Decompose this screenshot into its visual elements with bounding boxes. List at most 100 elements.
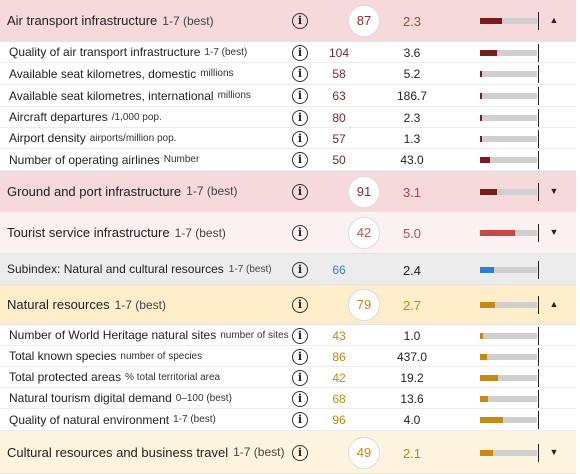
- row-unit: millions: [217, 90, 251, 101]
- row-label-text: Total protected areas: [9, 370, 122, 384]
- row-label-text: Natural resources: [7, 297, 110, 312]
- rank-value: 66: [332, 262, 346, 277]
- info-icon[interactable]: i: [292, 390, 308, 407]
- score-bar: [480, 417, 537, 423]
- row-label: Available seat kilometres, international…: [9, 85, 251, 106]
- benchmark-line: [538, 224, 539, 242]
- row-unit: 1-7 (best): [174, 225, 226, 240]
- info-icon[interactable]: i: [292, 152, 308, 168]
- rank-value: 42: [348, 217, 380, 249]
- row-label-text: Natural tourism digital demand: [9, 391, 172, 405]
- section-row-tourist-service-infrastructure[interactable]: Tourist service infrastructure 1-7 (best)…: [0, 212, 576, 254]
- indicator-row-total-protected-areas: Total protected areas% total territorial…: [0, 367, 576, 388]
- rank-value: 80: [332, 110, 346, 125]
- row-unit: % total territorial area: [125, 371, 221, 383]
- rank-value: 49: [348, 436, 380, 469]
- rank-value: 91: [348, 175, 380, 208]
- row-unit: number of species: [120, 350, 203, 362]
- info-icon[interactable]: i: [292, 44, 308, 61]
- score-bar: [480, 188, 537, 195]
- score-value: 2.3: [403, 110, 421, 125]
- indicator-row-airport-density: Airport density airports/million pop. i 57 1…: [0, 128, 576, 149]
- section-row-air-transport-infrastructure[interactable]: Air transport infrastructure 1-7 (best) i 8…: [0, 0, 576, 42]
- score-bar-fill: [480, 157, 490, 163]
- row-label: Number of operating airlines Number: [9, 149, 199, 170]
- info-icon[interactable]: i: [292, 412, 308, 428]
- score-bar-fill: [480, 395, 488, 402]
- score-value: 2.7: [402, 298, 422, 313]
- indicator-row-number-of-world-heritage-natural-sites: Number of World Heritage natural sites nu…: [0, 325, 576, 346]
- row-label: Natural resources 1-7 (best): [7, 285, 166, 324]
- benchmark-line: [538, 151, 539, 169]
- score-value: 5.0: [402, 226, 422, 241]
- indicator-row-total-known-species: Total known species number of species i 86 4…: [0, 346, 576, 367]
- rank-value: 104: [328, 45, 350, 60]
- row-label-text: Aircraft departures: [9, 110, 108, 124]
- info-icon[interactable]: i: [292, 88, 308, 104]
- rank-value: 42: [332, 370, 346, 385]
- down-icon[interactable]: ▼: [549, 227, 559, 237]
- row-label: Quality of air transport infrastructure 1…: [9, 42, 247, 62]
- info-icon[interactable]: i: [292, 109, 308, 126]
- benchmark-line: [538, 347, 539, 366]
- info-icon[interactable]: i: [292, 66, 308, 82]
- score-value: 2.4: [402, 262, 422, 278]
- row-label: Available seat kilometres, domestic milli…: [9, 63, 234, 84]
- section-row-cultural-resources-and-business-travel[interactable]: Cultural resources and business travel 1-…: [0, 431, 576, 474]
- row-label: Total known species number of species: [9, 346, 202, 366]
- benchmark-line: [538, 326, 539, 345]
- rank-value: 87: [348, 5, 380, 37]
- row-label-text: Ground and port infrastructure: [7, 183, 182, 199]
- row-unit: 1-7 (best): [173, 414, 216, 425]
- score-bar-fill: [480, 302, 495, 308]
- down-icon[interactable]: ▼: [549, 446, 559, 457]
- info-icon[interactable]: i: [292, 369, 308, 386]
- info-icon[interactable]: i: [292, 444, 308, 461]
- benchmark-line: [538, 108, 539, 127]
- row-label: Tourist service infrastructure 1-7 (best): [7, 212, 226, 253]
- rank-value: 63: [332, 89, 346, 103]
- info-icon[interactable]: i: [292, 327, 308, 344]
- score-value: 3.6: [403, 45, 421, 60]
- section-row-subindex-natural-and-cultural-resources: Subindex: Natural and cultural resources…: [0, 254, 576, 285]
- row-label-text: Available seat kilometres, domestic: [9, 66, 197, 81]
- rank-value: 50: [332, 153, 346, 167]
- score-bar-fill: [480, 114, 482, 121]
- rank-value: 58: [332, 67, 346, 81]
- benchmark-line: [538, 43, 539, 62]
- score-value: 1.0: [403, 328, 421, 343]
- score-value: 13.6: [400, 391, 424, 406]
- indicator-row-available-seat-kilometres-domestic: Available seat kilometres, domestic milli…: [0, 63, 576, 85]
- down-icon[interactable]: ▼: [549, 185, 559, 196]
- score-value: 43.0: [400, 153, 424, 167]
- benchmark-line: [538, 260, 539, 279]
- info-icon[interactable]: i: [292, 297, 308, 313]
- info-icon[interactable]: i: [292, 348, 308, 365]
- row-label: Quality of natural environment 1-7 (best): [9, 409, 216, 430]
- score-bar-fill: [480, 266, 494, 273]
- row-unit: 1-7 (best): [233, 445, 285, 459]
- info-icon[interactable]: i: [292, 261, 308, 278]
- row-label: Aircraft departures/1,000 pop.: [9, 107, 162, 127]
- score-value: 2.1: [402, 445, 422, 461]
- row-label-text: Air transport infrastructure: [7, 13, 158, 28]
- section-row-natural-resources[interactable]: Natural resources 1-7 (best) i 79 2.7 ▲: [0, 285, 576, 325]
- up-icon[interactable]: ▲: [549, 299, 559, 309]
- row-unit: 1-7 (best): [114, 297, 166, 312]
- row-unit: 0–100 (best): [175, 392, 232, 404]
- score-bar: [480, 157, 537, 163]
- info-icon[interactable]: i: [292, 225, 308, 241]
- info-icon[interactable]: i: [292, 13, 308, 29]
- score-value: 5.2: [403, 67, 421, 81]
- info-icon[interactable]: i: [292, 130, 308, 147]
- benchmark-line: [538, 368, 539, 387]
- info-icon[interactable]: i: [292, 183, 308, 200]
- row-label-text: Tourist service infrastructure: [7, 225, 170, 240]
- score-bar-fill: [480, 449, 493, 456]
- score-bar-fill: [480, 93, 482, 99]
- row-label-text: Total known species: [9, 349, 117, 363]
- section-row-ground-and-port-infrastructure[interactable]: Ground and port infrastructure 1-7 (best)…: [0, 171, 576, 212]
- score-bar-fill: [480, 135, 482, 142]
- up-icon[interactable]: ▲: [549, 15, 559, 25]
- score-bar: [480, 49, 537, 56]
